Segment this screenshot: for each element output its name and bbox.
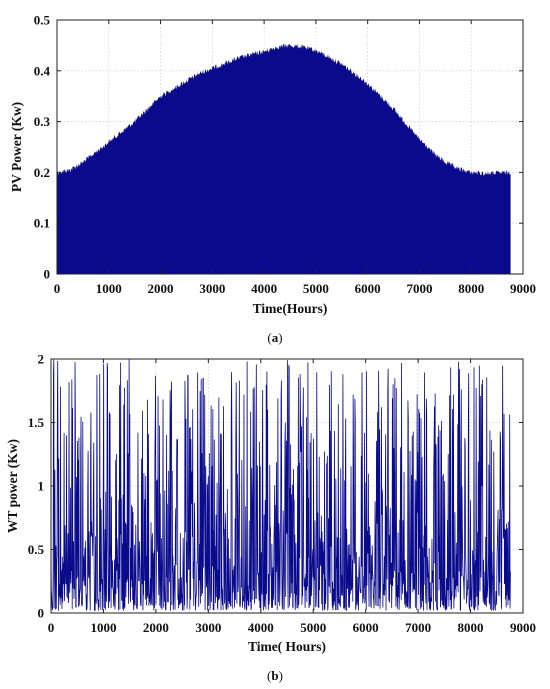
x-tick-label: 8000 bbox=[458, 281, 484, 296]
x-tick-label: 7000 bbox=[406, 281, 432, 296]
panel-a-pv-power: 0 1000 2000 3000 4000 5000 6000 7000 8000 9000 00… bbox=[9, 13, 536, 346]
x-tick-label: 4000 bbox=[251, 281, 277, 296]
panel-a-caption: (a) bbox=[267, 330, 282, 345]
y-tick-label: 1 bbox=[38, 479, 45, 494]
x-tick-label: 8000 bbox=[458, 620, 484, 635]
panel-a-y-axis-label: PV Power (Kw) bbox=[9, 102, 24, 192]
x-tick-label: 3000 bbox=[199, 281, 225, 296]
panel-b-y-axis-label: WT power (Kw) bbox=[5, 439, 20, 533]
panel-b-x-axis-label: Time( Hours) bbox=[248, 639, 326, 654]
x-tick-label: 3000 bbox=[195, 620, 221, 635]
x-tick-label: 2000 bbox=[143, 620, 169, 635]
x-tick-label: 4000 bbox=[248, 620, 274, 635]
y-tick-label: 0.5 bbox=[34, 13, 51, 28]
x-tick-label: 5000 bbox=[300, 620, 326, 635]
y-tick-label: 0.5 bbox=[28, 542, 45, 557]
x-tick-label: 1000 bbox=[90, 620, 116, 635]
panel-b-y-tick-labels: 0 0.5 1 1.5 2 bbox=[28, 352, 45, 621]
panel-a-pv-power-area bbox=[57, 43, 511, 275]
panel-a-plot-frame bbox=[56, 19, 524, 275]
x-tick-label: 0 bbox=[48, 620, 55, 635]
x-tick-label: 2000 bbox=[148, 281, 174, 296]
panel-b-wt-power-line bbox=[50, 359, 511, 611]
panel-b-caption: (b) bbox=[267, 668, 283, 683]
y-tick-label: 2 bbox=[38, 352, 45, 367]
panel-a-ticks bbox=[56, 19, 524, 275]
y-tick-label: 0 bbox=[44, 267, 51, 282]
y-tick-label: 0 bbox=[38, 606, 45, 621]
y-tick-label: 0.2 bbox=[34, 165, 50, 180]
x-tick-label: 1000 bbox=[96, 281, 122, 296]
x-tick-label: 7000 bbox=[405, 620, 431, 635]
panel-a-x-tick-labels: 0 1000 2000 3000 4000 5000 6000 7000 8000 9000 bbox=[54, 281, 536, 296]
y-tick-label: 0.3 bbox=[34, 114, 51, 129]
x-tick-label: 0 bbox=[54, 281, 61, 296]
x-tick-label: 9000 bbox=[510, 281, 536, 296]
y-tick-label: 0.1 bbox=[34, 216, 50, 231]
x-tick-label: 6000 bbox=[355, 281, 381, 296]
x-tick-label: 5000 bbox=[303, 281, 329, 296]
x-tick-label: 9000 bbox=[510, 620, 536, 635]
x-tick-label: 6000 bbox=[353, 620, 379, 635]
y-tick-label: 0.4 bbox=[34, 63, 51, 78]
y-tick-label: 1.5 bbox=[28, 415, 45, 430]
panel-a-x-axis-label: Time(Hours) bbox=[253, 301, 328, 316]
panel-a-y-tick-labels: 0 0.1 0.2 0.3 0.4 0.5 bbox=[34, 13, 51, 282]
panel-b-ticks bbox=[50, 358, 524, 614]
panel-b-x-tick-labels: 0 1000 2000 3000 4000 5000 6000 7000 8000 9000 bbox=[48, 620, 536, 635]
panel-b-wt-power: 0 1000 2000 3000 4000 5000 6000 7000 8000 9000 00… bbox=[5, 352, 536, 684]
